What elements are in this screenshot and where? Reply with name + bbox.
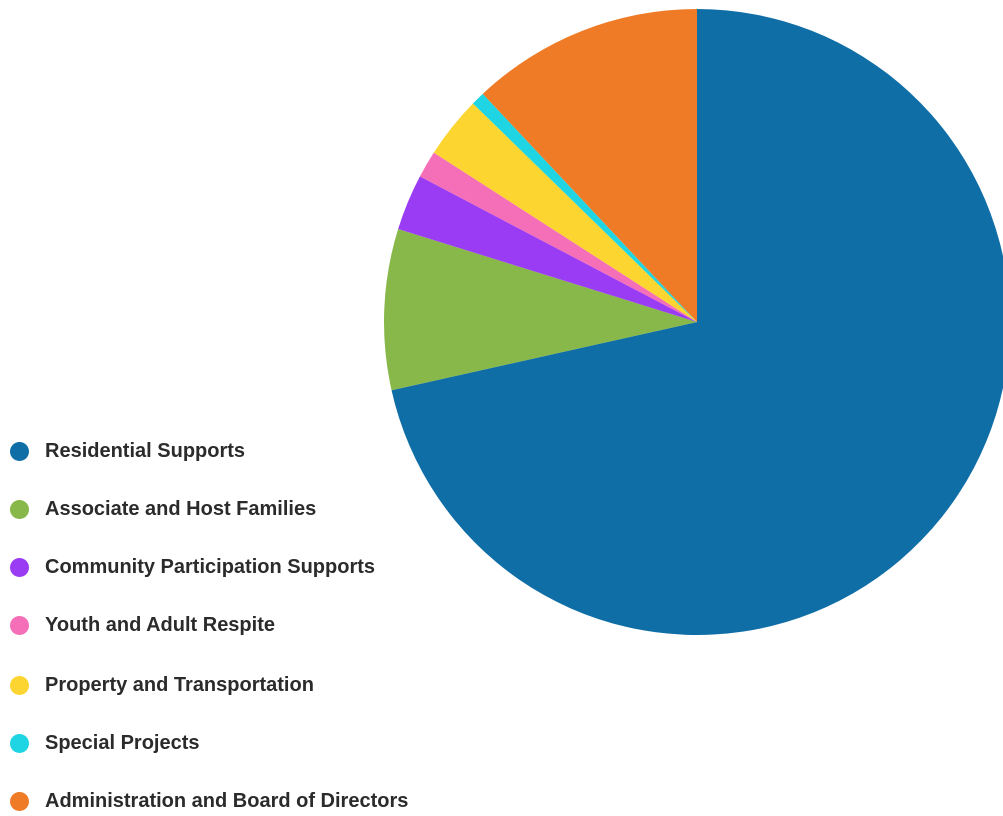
legend-label-special-projects: Special Projects xyxy=(45,731,200,754)
legend-item-associate-host-families[interactable]: Associate and Host Families xyxy=(10,494,316,524)
legend-item-special-projects[interactable]: Special Projects xyxy=(10,728,200,758)
pie-slice-administration-board[interactable] xyxy=(482,9,697,322)
legend-label-residential-supports: Residential Supports xyxy=(45,439,246,462)
legend-item-community-participation[interactable]: Community Participation Supports xyxy=(10,552,375,582)
pie-slice-associate-host-families[interactable] xyxy=(384,229,697,391)
pie-slice-property-transportation[interactable] xyxy=(433,103,697,323)
legend-item-property-transportation[interactable]: Property and Transportation xyxy=(10,670,314,700)
pie-slice-youth-adult-respite[interactable] xyxy=(419,152,697,322)
legend-label-community-participation: Community Participation Supports xyxy=(45,555,376,578)
legend-item-residential-supports[interactable]: Residential Supports xyxy=(10,436,245,466)
legend-label-administration-board: Administration and Board of Directors xyxy=(45,789,409,812)
pie-slice-residential-supports[interactable] xyxy=(391,9,1003,635)
legend-marker-property-transportation xyxy=(10,675,29,695)
legend-marker-community-participation xyxy=(10,557,29,577)
legend-marker-residential-supports xyxy=(10,441,29,461)
pie-slice-community-participation[interactable] xyxy=(398,176,697,322)
legend-marker-youth-adult-respite xyxy=(10,615,29,635)
legend-marker-administration-board xyxy=(10,791,29,811)
legend-label-youth-adult-respite: Youth and Adult Respite xyxy=(45,613,275,636)
pie-slice-special-projects[interactable] xyxy=(472,93,697,322)
legend-marker-special-projects xyxy=(10,733,29,753)
legend-item-administration-board[interactable]: Administration and Board of Directors xyxy=(10,786,408,816)
legend-label-associate-host-families: Associate and Host Families xyxy=(45,497,317,520)
legend-label-property-transportation: Property and Transportation xyxy=(45,673,314,696)
pie-slices xyxy=(384,9,1003,635)
legend-marker-associate-host-families xyxy=(10,499,29,519)
legend-item-youth-adult-respite[interactable]: Youth and Adult Respite xyxy=(10,610,275,640)
